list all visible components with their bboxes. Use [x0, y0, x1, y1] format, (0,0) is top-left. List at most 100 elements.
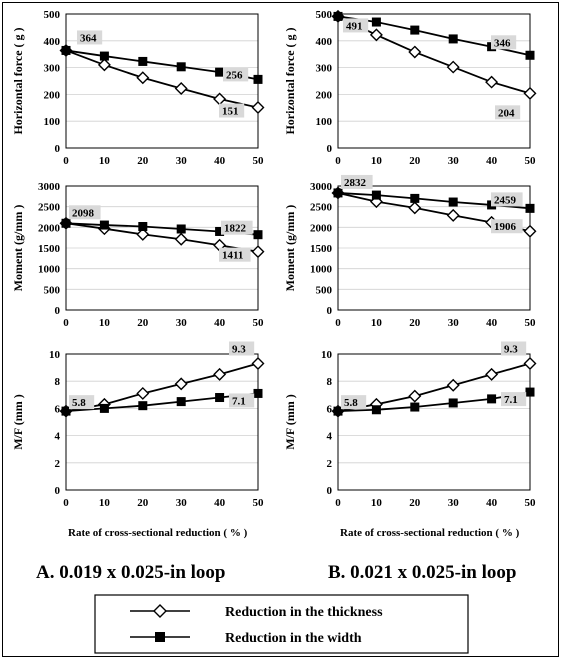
x-tick-label: 0 — [63, 155, 69, 167]
x-tick-label: 30 — [176, 155, 188, 167]
y-tick-label: 8 — [327, 376, 333, 388]
x-tick-label: 50 — [525, 155, 537, 167]
data-label: 2832 — [344, 177, 367, 189]
y-tick-label: 0 — [327, 305, 333, 317]
x-tick-label: 10 — [371, 317, 383, 329]
point-square — [410, 402, 420, 412]
point-square — [215, 393, 225, 403]
y-tick-label: 1000 — [38, 264, 61, 276]
y-tick-label: 4 — [327, 431, 333, 443]
data-label: 2098 — [72, 207, 95, 219]
point-square — [410, 193, 420, 203]
series-line-0 — [337, 362, 531, 413]
series-line-0 — [65, 362, 259, 413]
data-label: 346 — [494, 37, 511, 49]
series-line-1 — [337, 391, 531, 413]
x-tick-label: 40 — [486, 497, 498, 509]
series-line-0 — [65, 49, 259, 109]
point-square — [333, 188, 343, 198]
data-label-box — [341, 174, 373, 189]
x-axis-title-left: Rate of cross-sectional reduction ( % ) — [68, 527, 248, 539]
x-tick-label: 40 — [486, 317, 498, 329]
x-tick-label: 10 — [371, 497, 383, 509]
plot-area — [65, 353, 259, 491]
point-square — [333, 11, 343, 21]
point-square — [448, 398, 458, 408]
point-diamond — [408, 45, 422, 59]
point-diamond — [174, 377, 188, 391]
x-tick-label: 40 — [214, 155, 226, 167]
data-label-box — [501, 341, 527, 356]
y-tick-label: 1500 — [310, 243, 333, 255]
series-line-0 — [65, 222, 259, 253]
y-tick-label: 1500 — [38, 243, 61, 255]
legend: Reduction in the thickness Reduction in … — [94, 594, 469, 654]
y-tick-label: 500 — [44, 284, 61, 296]
y-tick-label: 200 — [316, 89, 333, 101]
series-line-0 — [337, 15, 531, 95]
point-square — [138, 56, 148, 66]
y-tick-label: 100 — [316, 116, 333, 128]
y-axis-label: Horizontal force ( g ) — [11, 27, 25, 134]
data-label-box — [219, 247, 251, 262]
point-square — [138, 401, 148, 411]
data-label: 9.3 — [504, 344, 518, 356]
y-axis-label: M/F (mm ) — [283, 394, 297, 450]
point-square — [525, 203, 535, 213]
x-tick-label: 0 — [63, 497, 69, 509]
point-diamond — [136, 227, 150, 241]
data-label: 256 — [226, 69, 243, 81]
x-tick-label: 50 — [253, 497, 265, 509]
point-diamond — [408, 389, 422, 403]
legend-label-width: Reduction in the width — [225, 631, 362, 646]
point-square — [253, 74, 263, 84]
y-tick-label: 2 — [327, 458, 333, 470]
point-diamond — [136, 71, 150, 85]
point-diamond — [251, 357, 265, 371]
point-diamond — [446, 60, 460, 74]
point-square — [61, 45, 71, 55]
point-square — [448, 34, 458, 44]
y-tick-label: 500 — [44, 9, 61, 21]
point-square — [333, 406, 343, 416]
y-tick-label: 0 — [55, 305, 61, 317]
y-tick-label: 100 — [44, 116, 61, 128]
data-label: 1411 — [222, 250, 243, 262]
point-diamond — [213, 367, 227, 381]
data-label: 204 — [498, 107, 515, 119]
plot-area — [337, 13, 531, 149]
point-square — [371, 190, 381, 200]
data-label: 491 — [346, 20, 363, 32]
y-axis-label: Moment (g/mm ) — [11, 205, 25, 292]
plot-area — [337, 185, 531, 311]
y-tick-label: 0 — [327, 143, 333, 155]
data-label: 364 — [80, 32, 97, 44]
legend-square-icon — [155, 632, 165, 642]
point-square — [253, 230, 263, 240]
y-tick-label: 2 — [55, 458, 61, 470]
data-label-box — [491, 35, 517, 50]
data-label: 1906 — [494, 221, 517, 233]
point-square — [61, 218, 71, 228]
point-square — [371, 405, 381, 415]
x-tick-label: 30 — [176, 497, 188, 509]
y-tick-label: 3000 — [310, 181, 333, 193]
data-label: 7.1 — [232, 395, 246, 407]
y-tick-label: 0 — [55, 485, 61, 497]
data-label-box — [229, 341, 255, 356]
data-label: 2459 — [494, 194, 517, 206]
point-diamond — [485, 75, 499, 89]
point-diamond — [408, 201, 422, 215]
x-tick-label: 10 — [99, 317, 111, 329]
point-square — [61, 406, 71, 416]
panel-title-b: B. 0.021 x 0.025-in loop — [328, 562, 516, 583]
x-tick-label: 20 — [409, 155, 421, 167]
y-tick-label: 400 — [316, 36, 333, 48]
point-square — [253, 388, 263, 398]
y-tick-label: 8 — [55, 376, 61, 388]
data-label-box — [495, 105, 521, 120]
data-label-box — [491, 192, 523, 207]
data-label-box — [221, 220, 253, 235]
point-square — [138, 222, 148, 232]
